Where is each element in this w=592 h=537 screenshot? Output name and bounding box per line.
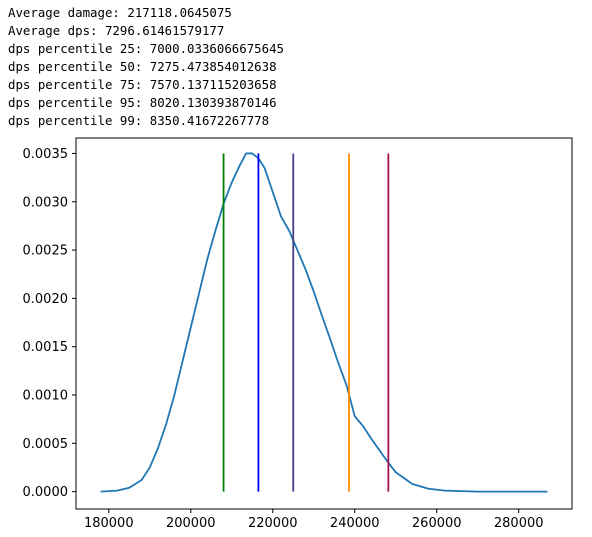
x-tick-label: 200000 (166, 516, 216, 531)
y-tick-label: 0.0035 (23, 147, 69, 162)
x-tick-label: 220000 (248, 516, 298, 531)
y-tick-label: 0.0025 (23, 244, 69, 259)
output-line-percentile-95: dps percentile 95: 8020.130393870146 (8, 95, 277, 110)
y-tick-label: 0.0010 (23, 388, 69, 403)
chart-marks (100, 152, 548, 493)
series-line-0 (100, 152, 548, 493)
cell-output: Average damage: 217118.0645075 Average d… (8, 4, 284, 130)
x-tick-label: 280000 (494, 516, 544, 531)
output-line-average-damage: Average damage: 217118.0645075 (8, 5, 232, 20)
y-tick-label: 0.0030 (23, 195, 69, 210)
output-line-average-dps: Average dps: 7296.61461579177 (8, 23, 225, 38)
y-tick-label: 0.0005 (23, 437, 69, 452)
x-tick-label: 260000 (412, 516, 462, 531)
plot-area-frame (75, 137, 573, 510)
y-tick-label: 0.0020 (23, 292, 69, 307)
output-line-percentile-25: dps percentile 25: 7000.0336066675645 (8, 41, 285, 56)
output-line-percentile-50: dps percentile 50: 7275.473854012638 (8, 59, 277, 74)
chart-axes: 180000 200000 220000 240000 260000 280000 0.00… (23, 147, 544, 531)
output-line-percentile-75: dps percentile 75: 7570.137115203658 (8, 77, 277, 92)
x-tick-label: 180000 (84, 516, 134, 531)
x-tick-label: 240000 (330, 516, 380, 531)
y-tick-label: 0.0000 (23, 485, 69, 500)
y-tick-label: 0.0015 (23, 340, 69, 355)
output-line-percentile-99: dps percentile 99: 8350.41672267778 (8, 113, 270, 128)
